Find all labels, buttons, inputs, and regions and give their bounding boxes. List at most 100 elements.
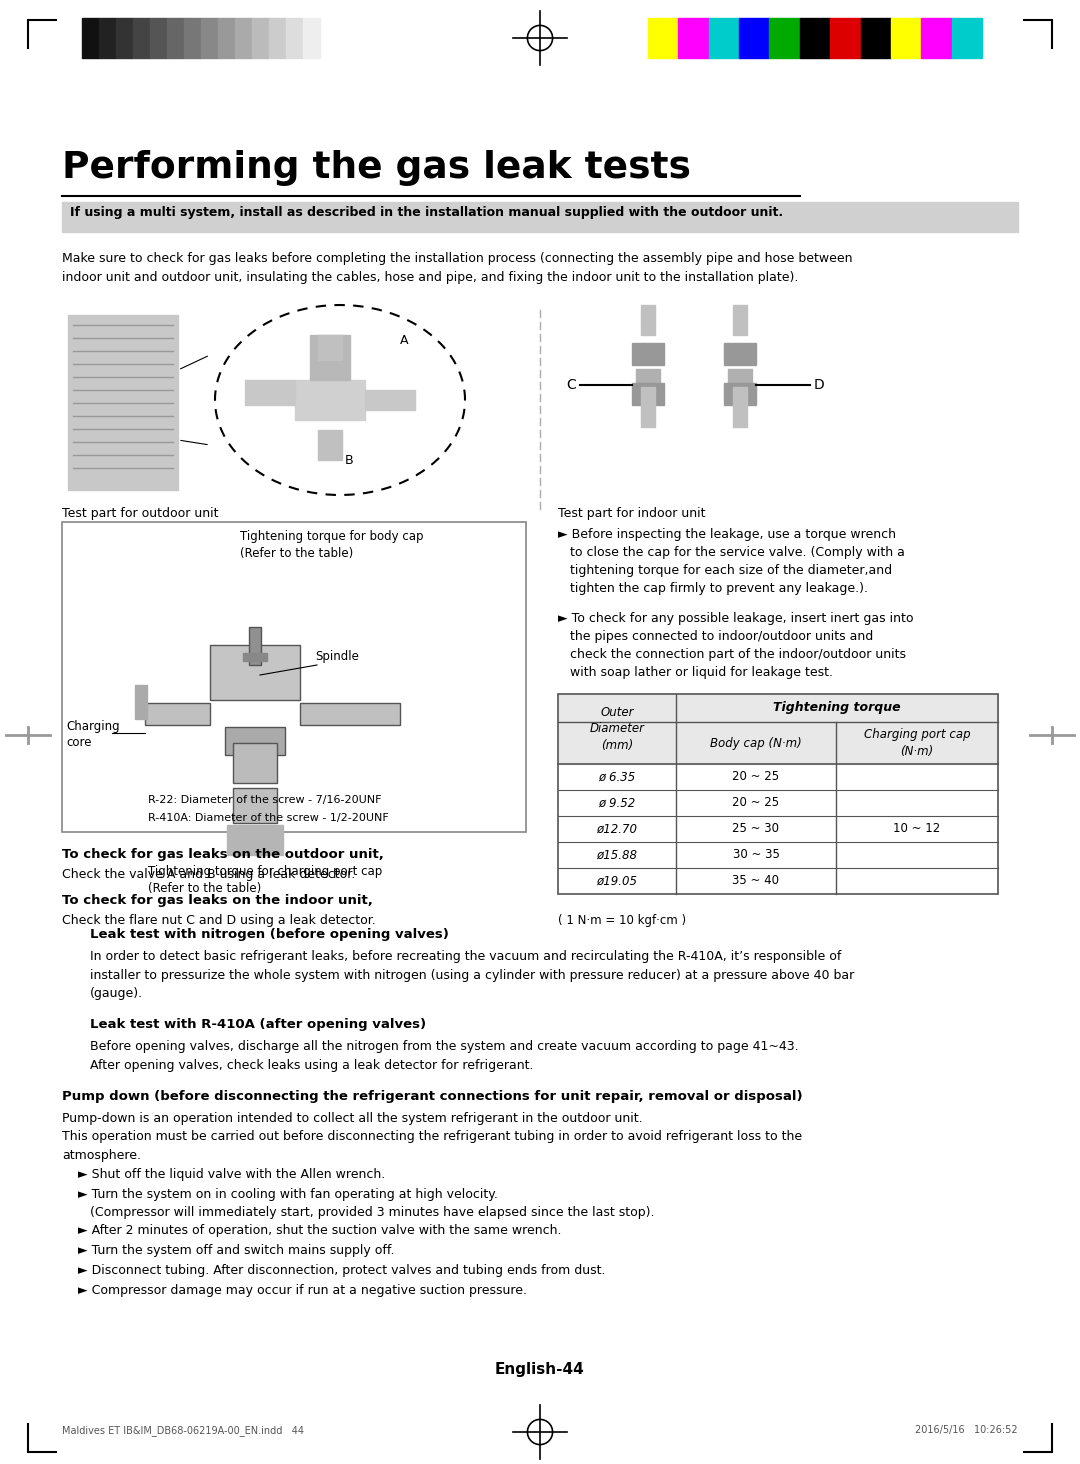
Bar	[233, 788, 276, 823]
Bar	[150, 18, 167, 59]
Text: Charging port cap
(N·m): Charging port cap (N·m)	[864, 728, 970, 758]
Bar	[728, 369, 752, 386]
Bar	[218, 18, 235, 59]
Bar	[642, 305, 654, 335]
Text: 20 ~ 25: 20 ~ 25	[732, 796, 780, 810]
Text: ► Before inspecting the leakage, use a torque wrench
   to close the cap for the: ► Before inspecting the leakage, use a t…	[558, 529, 905, 594]
Bar	[68, 315, 178, 490]
Bar	[365, 389, 415, 410]
Text: Pump down (before disconnecting the refrigerant connections for unit repair, rem: Pump down (before disconnecting the refr…	[62, 1091, 802, 1102]
Text: To check for gas leaks on the indoor unit,: To check for gas leaks on the indoor uni…	[62, 895, 373, 908]
Text: ► Compressor damage may occur if run at a negative suction pressure.: ► Compressor damage may occur if run at …	[78, 1284, 527, 1297]
Text: Tightening torque for body cap
(Refer to the table): Tightening torque for body cap (Refer to…	[240, 530, 423, 561]
Text: Make sure to check for gas leaks before completing the installation process (con: Make sure to check for gas leaks before …	[62, 252, 852, 284]
Text: A: A	[400, 334, 408, 347]
Bar	[243, 653, 267, 662]
Bar	[116, 18, 133, 59]
Bar	[921, 18, 951, 59]
Bar	[184, 18, 201, 59]
Bar	[295, 381, 365, 420]
Bar	[252, 18, 269, 59]
Bar	[167, 18, 184, 59]
Bar	[318, 335, 342, 360]
Text: ø15.88: ø15.88	[596, 849, 637, 861]
Text: In order to detect basic refrigerant leaks, before recreating the vacuum and rec: In order to detect basic refrigerant lea…	[90, 950, 854, 1000]
Bar	[300, 703, 400, 725]
Bar	[861, 18, 891, 59]
Text: 2016/5/16   10:26:52: 2016/5/16 10:26:52	[916, 1424, 1018, 1435]
Bar	[133, 18, 150, 59]
Bar	[739, 18, 769, 59]
Text: 30 ~ 35: 30 ~ 35	[732, 849, 780, 861]
Bar	[708, 18, 739, 59]
Text: ø 9.52: ø 9.52	[598, 796, 636, 810]
Bar	[951, 18, 982, 59]
Bar	[62, 202, 1018, 231]
Bar	[831, 18, 861, 59]
Bar	[235, 18, 252, 59]
Bar	[233, 744, 276, 783]
Text: Performing the gas leak tests: Performing the gas leak tests	[62, 149, 691, 186]
Bar	[558, 694, 998, 722]
Bar	[227, 826, 283, 855]
Bar	[636, 369, 660, 386]
Bar	[99, 18, 116, 59]
Bar	[210, 646, 300, 700]
Text: Tightening torque: Tightening torque	[773, 701, 901, 714]
Text: Tightening torque for charging port cap
(Refer to the table): Tightening torque for charging port cap …	[148, 865, 382, 895]
Text: ► Turn the system off and switch mains supply off.: ► Turn the system off and switch mains s…	[78, 1244, 394, 1258]
Bar	[82, 18, 99, 59]
Bar	[225, 728, 285, 755]
Text: Spindle: Spindle	[315, 650, 359, 663]
Text: Leak test with nitrogen (before opening valves): Leak test with nitrogen (before opening …	[90, 928, 449, 941]
Bar	[145, 703, 210, 725]
Text: 20 ~ 25: 20 ~ 25	[732, 770, 780, 783]
Text: 10 ~ 12: 10 ~ 12	[893, 823, 941, 836]
Text: ► Shut off the liquid valve with the Allen wrench.: ► Shut off the liquid valve with the All…	[78, 1168, 386, 1181]
Bar	[135, 685, 147, 719]
Bar	[733, 305, 747, 335]
Text: ø12.70: ø12.70	[596, 823, 637, 836]
Text: ø 6.35: ø 6.35	[598, 770, 636, 783]
Bar	[318, 430, 342, 460]
Text: ( 1 N·m = 10 kgf·cm ): ( 1 N·m = 10 kgf·cm )	[558, 914, 686, 927]
Bar	[632, 343, 664, 365]
Bar	[201, 18, 218, 59]
Bar	[286, 18, 303, 59]
Bar	[733, 386, 747, 427]
Text: Test part for indoor unit: Test part for indoor unit	[558, 507, 705, 520]
Bar	[558, 722, 998, 764]
Text: R-22: Diameter of the screw - 7/16-20UNF: R-22: Diameter of the screw - 7/16-20UNF	[148, 795, 381, 805]
Bar	[310, 335, 350, 381]
Bar	[678, 18, 708, 59]
Bar	[62, 523, 526, 832]
Text: ø19.05: ø19.05	[596, 874, 637, 887]
Text: ► Disconnect tubing. After disconnection, protect valves and tubing ends from du: ► Disconnect tubing. After disconnection…	[78, 1263, 606, 1277]
Text: B: B	[345, 454, 353, 467]
Text: Outer
Diameter
(mm): Outer Diameter (mm)	[590, 706, 645, 752]
Bar	[648, 18, 678, 59]
Bar	[891, 18, 921, 59]
Bar	[632, 384, 664, 406]
Bar	[724, 384, 756, 406]
Text: Body cap (N·m): Body cap (N·m)	[711, 736, 801, 750]
Text: D: D	[814, 378, 825, 392]
Bar	[245, 381, 295, 406]
Text: To check for gas leaks on the outdoor unit,: To check for gas leaks on the outdoor un…	[62, 848, 383, 861]
Bar	[249, 627, 261, 665]
Text: C: C	[566, 378, 576, 392]
Text: ► Turn the system on in cooling with fan operating at high velocity.
   (Compres: ► Turn the system on in cooling with fan…	[78, 1187, 654, 1220]
Text: Pump-down is an operation intended to collect all the system refrigerant in the : Pump-down is an operation intended to co…	[62, 1113, 643, 1124]
Bar	[303, 18, 320, 59]
Text: Test part for outdoor unit: Test part for outdoor unit	[62, 507, 218, 520]
Text: Maldives ET IB&IM_DB68-06219A-00_EN.indd   44: Maldives ET IB&IM_DB68-06219A-00_EN.indd…	[62, 1424, 303, 1436]
Text: Leak test with R-410A (after opening valves): Leak test with R-410A (after opening val…	[90, 1017, 427, 1031]
Text: Charging
core: Charging core	[66, 720, 120, 750]
Bar	[724, 343, 756, 365]
Text: Before opening valves, discharge all the nitrogen from the system and create vac: Before opening valves, discharge all the…	[90, 1039, 798, 1072]
Bar	[558, 694, 998, 895]
Bar	[800, 18, 831, 59]
Bar	[769, 18, 800, 59]
Text: This operation must be carried out before disconnecting the refrigerant tubing i: This operation must be carried out befor…	[62, 1130, 802, 1161]
Text: ► To check for any possible leakage, insert inert gas into
   the pipes connecte: ► To check for any possible leakage, ins…	[558, 612, 914, 679]
